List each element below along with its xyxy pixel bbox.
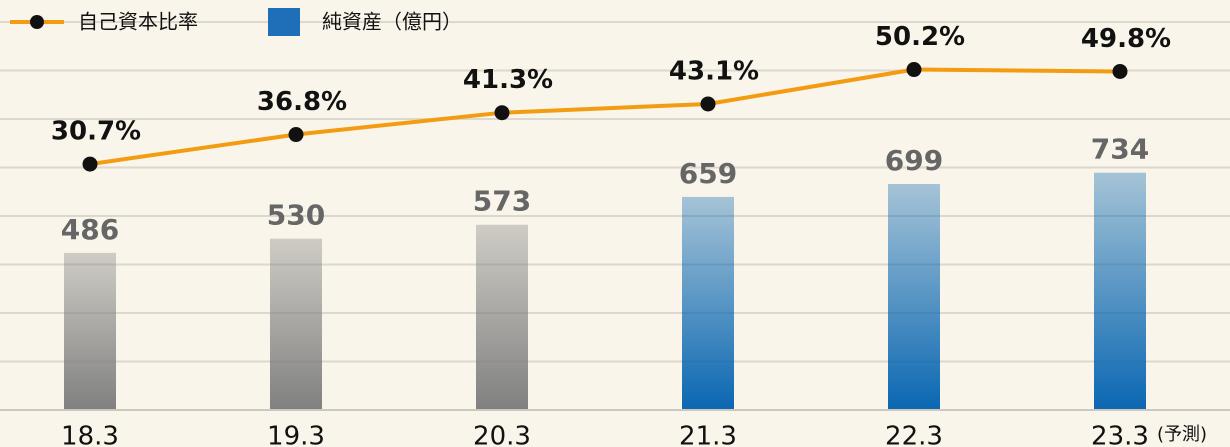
bar-value-label: 659: [679, 157, 737, 190]
legend-label: 自己資本比率: [78, 10, 198, 34]
line-point: [82, 156, 98, 172]
line-value-label: 41.3%: [463, 65, 553, 95]
line-value-label: 49.8%: [1081, 24, 1171, 54]
bar-value-label: 699: [885, 144, 943, 177]
bar: [1094, 172, 1146, 410]
annotation: (予測): [1157, 424, 1207, 445]
line-point: [1112, 63, 1128, 79]
line-value-label: 36.8%: [257, 87, 347, 117]
bar: [682, 196, 734, 410]
legend-label: 純資産（億円）: [322, 10, 462, 34]
bar: [476, 224, 528, 410]
legend-swatch: [268, 8, 300, 36]
line-point: [494, 105, 510, 121]
bar-value-label: 734: [1091, 133, 1149, 166]
x-tick-label: 23.3: [1091, 422, 1149, 447]
x-tick-label: 22.3: [885, 422, 943, 447]
x-tick-label: 19.3: [267, 422, 325, 447]
bar: [270, 238, 322, 410]
legend-dot: [30, 15, 44, 29]
line-value-label: 30.7%: [51, 117, 141, 147]
x-tick-label: 20.3: [473, 422, 531, 447]
line-point: [906, 62, 922, 78]
bar-value-label: 530: [267, 199, 325, 232]
bar-value-label: 573: [473, 185, 531, 218]
line-point: [700, 96, 716, 112]
x-tick-label: 21.3: [679, 422, 737, 447]
bar: [64, 252, 116, 410]
bar-value-label: 486: [61, 213, 119, 246]
line-value-label: 50.2%: [875, 22, 965, 52]
line-value-label: 43.1%: [669, 56, 759, 86]
line-point: [288, 127, 304, 143]
x-tick-label: 18.3: [61, 422, 119, 447]
line: [89, 67, 1121, 167]
bar: [888, 183, 940, 410]
